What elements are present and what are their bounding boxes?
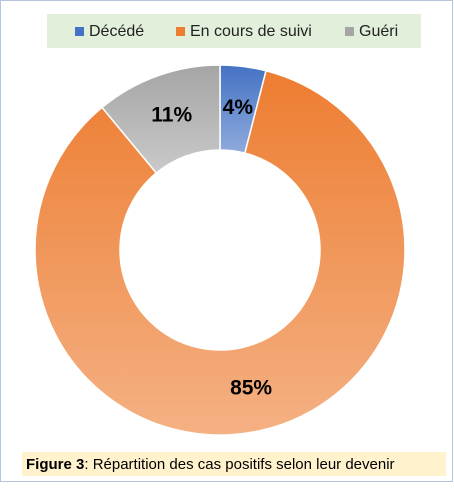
legend-background bbox=[47, 14, 421, 48]
data-label: 4% bbox=[223, 96, 254, 119]
caption-text: : Répartition des cas positifs selon leu… bbox=[84, 456, 394, 473]
legend-label: En cours de suivi bbox=[190, 23, 312, 40]
caption: Figure 3: Répartition des cas positifs s… bbox=[26, 456, 395, 473]
legend-label: Guéri bbox=[359, 23, 398, 40]
caption-background bbox=[22, 452, 446, 476]
data-label: 11% bbox=[151, 103, 192, 126]
legend-swatch bbox=[176, 27, 185, 36]
legend-swatch bbox=[75, 27, 84, 36]
legend-label: Décédé bbox=[89, 23, 144, 40]
data-label: 85% bbox=[230, 377, 272, 400]
slice bbox=[34, 69, 406, 436]
slice bbox=[101, 64, 221, 175]
caption-label: Figure 3 bbox=[26, 456, 84, 473]
legend-swatch bbox=[345, 27, 354, 36]
